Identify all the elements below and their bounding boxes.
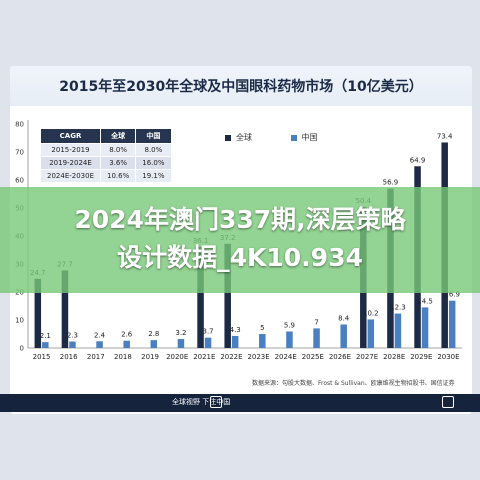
data-label-china: 16.9 — [444, 291, 460, 299]
bar-china — [150, 340, 158, 348]
cagr-period: 2024E-2030E — [39, 169, 102, 183]
x-tick-label: 2030E — [437, 353, 459, 361]
cagr-global: 10.6% — [100, 169, 137, 183]
overlay-text-line1: 2024年澳门337期,深层策略 — [74, 205, 406, 234]
y-tick-label: 60 — [15, 177, 24, 185]
bar-china — [259, 334, 266, 348]
overlay-banner — [0, 187, 480, 293]
cagr-china: 19.1% — [135, 169, 172, 183]
data-label-china: 3.2 — [175, 329, 186, 337]
data-label-china: 5 — [260, 324, 264, 332]
cagr-period: 2015-2019 — [39, 143, 102, 157]
cagr-row: 2015-2019 8.0% 8.0% — [39, 143, 172, 157]
cagr-header-china: 中国 — [135, 128, 172, 144]
bar-global — [34, 278, 42, 348]
x-tick-label: 2019 — [141, 353, 159, 361]
data-label-global: 64.9 — [410, 156, 426, 164]
bar-china — [96, 341, 103, 348]
cagr-table: CAGR 全球 中国 2015-2019 8.0% 8.0% 2019-2024… — [39, 128, 172, 183]
bar-china — [69, 341, 76, 348]
cagr-china: 8.0% — [135, 143, 172, 157]
bar-china — [421, 307, 429, 348]
bar-china — [42, 342, 49, 348]
x-tick-label: 2015 — [33, 353, 51, 361]
cagr-header-global: 全球 — [100, 128, 137, 144]
footer-bar — [0, 394, 480, 412]
x-tick-label: 2024E — [275, 353, 297, 361]
x-tick-label: 2018 — [114, 353, 132, 361]
bar-global — [224, 243, 231, 348]
footer-slogan: 全球视野 下注中国 — [172, 398, 231, 406]
x-tick-label: 2016 — [60, 353, 78, 361]
data-label-china: 8.4 — [338, 314, 350, 322]
y-tick-label: 0 — [20, 345, 24, 353]
data-label-china: 2.4 — [94, 331, 106, 339]
bar-global — [61, 270, 69, 348]
data-label-china: 2.6 — [121, 331, 133, 339]
data-label-china: 5.9 — [284, 321, 295, 329]
cagr-header-row: CAGR 全球 中国 — [39, 128, 172, 144]
cagr-global: 8.0% — [100, 143, 137, 157]
data-label-global: 73.4 — [437, 132, 453, 140]
data-label-china: 4.3 — [230, 326, 241, 334]
x-tick-label: 2025E — [302, 353, 324, 361]
bar-china — [123, 340, 130, 348]
bar-global — [197, 246, 204, 348]
x-tick-label: 2022E — [220, 353, 242, 361]
chart-title: 2015年至2030年全球及中国眼科药物市场（10亿美元） — [59, 79, 423, 95]
x-tick-label: 2017 — [87, 353, 105, 361]
source-note: 数据来源：勾股大数据、Frost & Sullivan、欧康维视生物招股书、国信… — [252, 380, 455, 387]
cagr-header: CAGR — [39, 128, 102, 144]
overlay-text-line2: 设计数据_4K10.934 — [117, 243, 363, 272]
data-label-china: 2.8 — [148, 330, 159, 338]
logo-icon — [442, 396, 454, 408]
legend-label-china: 中国 — [301, 133, 318, 142]
cagr-china: 16.0% — [135, 156, 172, 170]
bar-china — [204, 337, 212, 348]
data-label-china: 14.5 — [417, 297, 433, 305]
cagr-period: 2019-2024E — [39, 156, 102, 170]
data-label-china: 2.1 — [40, 332, 51, 340]
data-label-china: 10.2 — [363, 309, 379, 317]
title-bar — [10, 66, 472, 106]
bar-china — [286, 331, 293, 348]
x-tick-label: 2027E — [356, 353, 378, 361]
bar-china — [367, 319, 375, 348]
legend-item-global: 全球 — [225, 132, 252, 143]
legend-swatch-china — [290, 134, 297, 141]
bar-china — [448, 300, 456, 348]
bar-china — [340, 324, 347, 348]
cagr-global: 3.6% — [100, 156, 137, 170]
y-tick-label: 10 — [15, 317, 24, 325]
data-label-china: 12.3 — [390, 304, 406, 312]
legend-label-global: 全球 — [236, 133, 252, 142]
x-tick-label: 2020E — [166, 353, 188, 361]
data-label-china: 3.7 — [202, 328, 213, 336]
x-tick-label: 2021E — [193, 353, 215, 361]
bar-china — [231, 335, 239, 348]
y-tick-label: 70 — [15, 149, 24, 157]
legend: 全球 中国 — [225, 132, 354, 143]
legend-swatch-global — [225, 134, 231, 141]
data-label-china: 2.3 — [67, 332, 78, 340]
x-tick-label: 2026E — [329, 353, 351, 361]
x-tick-label: 2028E — [383, 353, 405, 361]
legend-item-china: 中国 — [290, 132, 318, 143]
x-tick-label: 2023E — [247, 353, 269, 361]
cagr-row: 2019-2024E 3.6% 16.0% — [39, 156, 172, 170]
data-label-global: 56.9 — [383, 179, 399, 187]
cagr-row: 2024E-2030E 10.6% 19.1% — [39, 169, 172, 183]
logo-icon — [210, 396, 222, 408]
bar-china — [394, 313, 402, 348]
x-tick-label: 2029E — [410, 353, 432, 361]
data-label-china: 7 — [314, 318, 318, 326]
bar-china — [313, 328, 320, 348]
y-tick-label: 80 — [15, 121, 24, 129]
bar-china — [177, 339, 185, 348]
